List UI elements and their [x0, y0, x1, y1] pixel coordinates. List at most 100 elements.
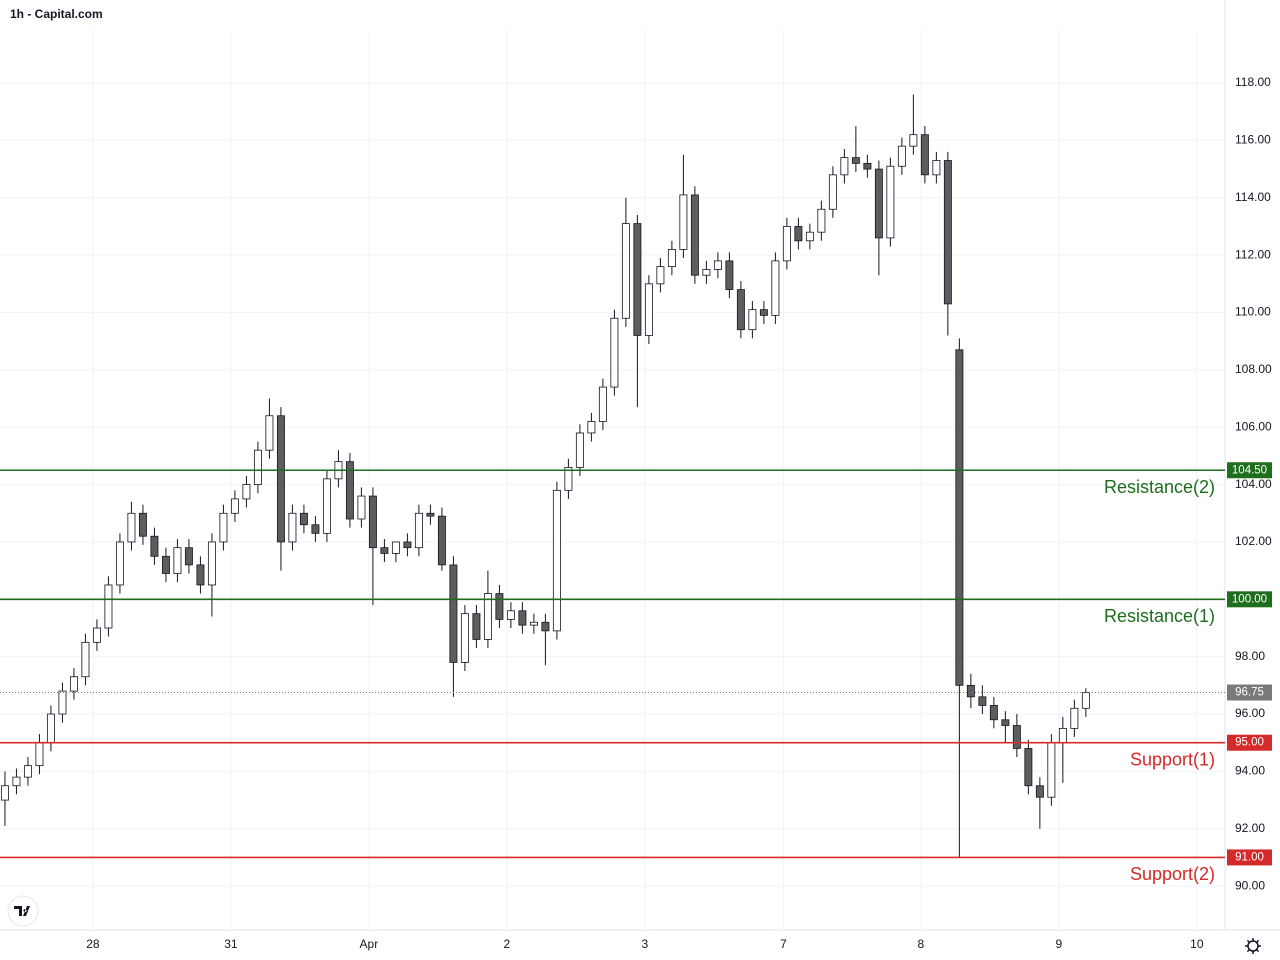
y-tick-label: 98.00	[1235, 649, 1265, 663]
candle-body	[702, 269, 711, 276]
candle-body	[184, 547, 193, 566]
candle-body	[759, 309, 768, 316]
y-tick-label: 116.00	[1235, 133, 1271, 147]
candle-body	[713, 260, 722, 270]
candle-body	[529, 621, 538, 626]
candle-body	[391, 541, 400, 554]
candle-body	[35, 742, 44, 767]
candle-body	[805, 231, 814, 242]
candle-body	[449, 564, 458, 663]
candle-body	[1012, 725, 1021, 749]
candle-body	[679, 194, 688, 250]
candle-body	[598, 386, 607, 422]
candle-body	[357, 495, 366, 520]
candle-body	[253, 449, 262, 485]
candle-body	[276, 415, 285, 543]
candle-body	[161, 555, 170, 574]
candle-body	[667, 249, 676, 268]
candle-body	[299, 512, 308, 526]
last-price-label: 96.75	[1235, 687, 1264, 699]
x-tick-label: Apr	[360, 937, 379, 951]
candle-body	[345, 461, 354, 520]
candle-body	[265, 415, 274, 451]
candle-body	[288, 512, 297, 543]
candle-body	[12, 776, 21, 787]
candle-body	[897, 145, 906, 167]
x-tick-label: 2	[504, 937, 511, 951]
candle-body	[874, 168, 883, 239]
x-tick-label: 9	[1055, 937, 1062, 951]
tradingview-logo	[7, 895, 39, 927]
candle-body	[978, 696, 987, 706]
candle-body	[138, 512, 147, 537]
candle-body	[1001, 719, 1010, 726]
candle-body	[656, 266, 665, 285]
gear-teeth[interactable]	[1245, 938, 1261, 954]
overlays: 96.75 104.50 Resistance(2) 100.00 Resistance…	[0, 462, 1272, 884]
level-price-box	[1227, 462, 1272, 479]
y-tick-label: 112.00	[1235, 247, 1271, 261]
candle-body	[92, 627, 101, 643]
candle-body	[483, 593, 492, 640]
x-tick-label: 10	[1190, 937, 1204, 951]
candle-body	[46, 713, 55, 744]
candle-body	[115, 541, 124, 586]
candle-body	[541, 621, 550, 632]
level-price-box	[1227, 849, 1272, 866]
candle-body	[840, 157, 849, 176]
candle-body	[794, 226, 803, 242]
candle-body	[966, 684, 975, 698]
level-price-label: 100.00	[1232, 593, 1267, 605]
chart-title: 1h - Capital.com	[10, 7, 103, 21]
candle-body	[1081, 692, 1090, 709]
y-tick-label: 102.00	[1235, 534, 1272, 548]
candle-body	[955, 349, 964, 686]
level-name: Support(2)	[1130, 864, 1215, 884]
candle-body	[886, 165, 895, 239]
candle-body	[610, 317, 619, 388]
candle-body	[1024, 748, 1033, 787]
candle-body	[230, 498, 239, 514]
candle-body	[1070, 707, 1079, 729]
candle-body	[621, 223, 630, 319]
candle-body	[58, 690, 67, 715]
candle-body	[575, 432, 584, 468]
candle-body	[690, 194, 699, 276]
candle-body	[403, 541, 412, 549]
candle-body	[736, 289, 745, 331]
candle-body	[943, 160, 952, 305]
y-tick-label: 104.00	[1235, 477, 1272, 491]
candle-body	[863, 162, 872, 170]
candle-body	[104, 584, 113, 629]
level-name: Resistance(2)	[1104, 477, 1215, 497]
x-tick-label: 31	[224, 937, 238, 951]
candle-body	[0, 785, 9, 801]
level-price-label: 95.00	[1235, 737, 1264, 749]
candle-body	[633, 223, 642, 336]
candle-body	[414, 512, 423, 549]
level-price-box	[1227, 591, 1272, 608]
candle-body	[909, 134, 918, 147]
candle-body	[506, 610, 515, 620]
candle-body	[1058, 727, 1067, 744]
candle-body	[472, 613, 481, 640]
logo-glyph	[14, 906, 30, 916]
y-tick-label: 118.00	[1235, 75, 1271, 89]
candle-body	[380, 547, 389, 554]
candle-body	[495, 593, 504, 620]
settings-icon[interactable]	[1245, 938, 1261, 954]
candle-body	[748, 309, 757, 331]
candle-body	[564, 466, 573, 491]
candle-body	[23, 765, 32, 778]
candle-body	[196, 564, 205, 586]
candle-body	[242, 484, 251, 500]
y-tick-label: 90.00	[1235, 878, 1265, 892]
candle-body	[322, 478, 331, 534]
candle-body	[552, 489, 561, 632]
y-tick-label: 114.00	[1235, 190, 1271, 204]
candle-body	[851, 157, 860, 164]
candle-body	[69, 676, 78, 692]
candle-body	[725, 260, 734, 290]
